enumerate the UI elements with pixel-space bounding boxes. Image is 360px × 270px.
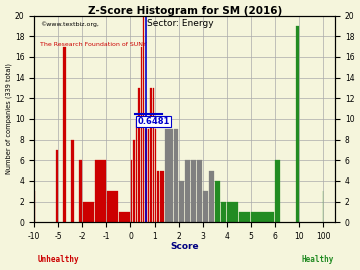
Text: Healthy: Healthy — [302, 255, 334, 264]
Bar — [296, 26, 299, 222]
Y-axis label: Number of companies (339 total): Number of companies (339 total) — [5, 63, 12, 174]
Bar — [71, 140, 74, 222]
Text: The Research Foundation of SUNY: The Research Foundation of SUNY — [40, 42, 147, 48]
Bar — [141, 46, 142, 222]
Bar — [133, 140, 135, 222]
Bar — [203, 191, 208, 222]
Bar — [148, 129, 149, 222]
Bar — [56, 150, 58, 222]
Bar — [153, 88, 154, 222]
Bar — [131, 160, 132, 222]
Bar — [79, 160, 82, 222]
Bar — [145, 129, 147, 222]
Bar — [239, 212, 250, 222]
Bar — [165, 129, 173, 222]
X-axis label: Score: Score — [170, 242, 199, 251]
Bar — [209, 171, 214, 222]
Text: ©www.textbiz.org,: ©www.textbiz.org, — [40, 22, 99, 27]
Bar — [95, 160, 106, 222]
Bar — [179, 181, 184, 222]
Text: 0.6481: 0.6481 — [138, 117, 170, 126]
Bar — [215, 181, 220, 222]
Bar — [197, 160, 202, 222]
Bar — [107, 191, 118, 222]
Text: Sector: Energy: Sector: Energy — [147, 19, 213, 28]
Title: Z-Score Histogram for SM (2016): Z-Score Histogram for SM (2016) — [87, 6, 282, 16]
Bar — [157, 171, 159, 222]
Bar — [174, 129, 178, 222]
Bar — [160, 171, 164, 222]
Bar — [275, 160, 280, 222]
Bar — [191, 160, 196, 222]
Text: Unhealthy: Unhealthy — [37, 255, 79, 264]
Bar — [185, 160, 190, 222]
Bar — [221, 201, 226, 222]
Bar — [138, 88, 140, 222]
Bar — [227, 201, 238, 222]
Bar — [251, 212, 274, 222]
Bar — [136, 119, 137, 222]
Bar — [119, 212, 130, 222]
Bar — [63, 46, 66, 222]
Bar — [150, 88, 152, 222]
Bar — [83, 201, 94, 222]
Bar — [34, 191, 35, 222]
Bar — [155, 129, 157, 222]
Bar — [143, 16, 144, 222]
